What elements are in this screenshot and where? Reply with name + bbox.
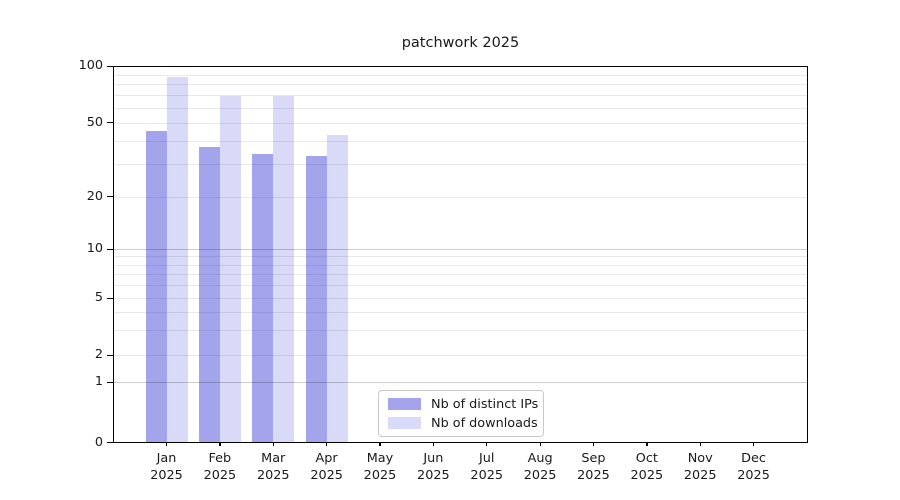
gridline-minor-60	[114, 107, 807, 109]
x-axis-label-aug: Aug 2025	[523, 451, 557, 483]
x-axis-tick-jun	[432, 442, 435, 446]
x-axis-tick-jan	[166, 442, 168, 446]
legend-label-downloads: Nb of downloads	[431, 415, 538, 431]
x-axis-tick-sep	[592, 442, 595, 446]
x-axis-label-mar: Mar 2025	[256, 451, 290, 483]
bar-downloads-feb	[219, 96, 241, 442]
y-axis-tick-1	[107, 381, 113, 383]
y-axis-tick-20	[107, 196, 113, 198]
chart-title: patchwork 2025	[401, 35, 520, 51]
y-axis-label-5: 5	[94, 290, 103, 305]
bar-distinct-ips-jan	[145, 131, 167, 442]
x-axis-tick-mar	[272, 442, 274, 446]
y-axis-label-1: 1	[94, 374, 103, 389]
x-axis-label-nov: Nov 2025	[683, 451, 717, 483]
x-axis-label-jul: Jul 2025	[470, 451, 503, 483]
gridline-minor-90	[114, 74, 807, 76]
y-axis-tick-5	[107, 297, 113, 299]
x-axis-tick-feb	[219, 442, 221, 446]
bar-distinct-ips-mar	[252, 153, 274, 442]
x-axis-label-jan: Jan 2025	[150, 451, 183, 483]
x-axis-label-may: May 2025	[363, 451, 397, 483]
bar-downloads-apr	[326, 134, 348, 442]
x-axis-label-jun: Jun 2025	[417, 451, 450, 483]
bar-downloads-mar	[273, 96, 295, 442]
bar-distinct-ips-apr	[305, 156, 327, 442]
gridline-minor-50	[114, 122, 807, 124]
x-axis-label-oct: Oct 2025	[630, 451, 664, 483]
x-axis-label-dec: Dec 2025	[737, 451, 770, 483]
x-axis-tick-may	[379, 442, 381, 446]
y-axis-label-0: 0	[94, 434, 103, 450]
y-axis-label-10: 10	[86, 241, 103, 256]
x-axis-tick-nov	[699, 442, 701, 446]
legend-item-distinct-ips: Nb of distinct IPs	[388, 397, 543, 412]
legend-item-downloads: Nb of downloads	[388, 416, 543, 431]
y-axis-tick-0	[107, 442, 113, 444]
plot-area: 0 1 2 5 10 20 50 100 Jan 2025 Feb 2025 Mar 2025 Apr…	[79, 58, 808, 483]
x-axis-tick-apr	[326, 442, 328, 446]
gridline-minor-70	[114, 95, 807, 97]
y-axis-tick-10	[107, 248, 113, 250]
y-axis-label-20: 20	[86, 188, 103, 204]
x-axis-tick-dec	[753, 442, 755, 446]
legend-label-distinct-ips: Nb of distinct IPs	[431, 396, 539, 412]
legend: Nb of distinct IPs Nb of downloads	[378, 390, 544, 437]
y-axis-label-100: 100	[78, 58, 103, 73]
gridline-minor-40	[114, 140, 807, 142]
x-axis-tick-aug	[539, 442, 541, 446]
x-axis-label-apr: Apr 2025	[310, 451, 343, 483]
legend-swatch-distinct-ips	[388, 398, 421, 410]
bar-downloads-jan	[166, 77, 188, 442]
y-axis-label-50: 50	[86, 114, 103, 130]
legend-swatch-downloads	[388, 417, 421, 429]
y-axis-tick-100	[107, 65, 113, 67]
gridline-minor-80	[114, 84, 807, 86]
x-axis-label-feb: Feb 2025	[203, 451, 237, 483]
y-axis-label-2: 2	[94, 347, 103, 362]
x-axis-tick-jul	[486, 442, 488, 446]
bar-distinct-ips-feb	[198, 147, 220, 442]
y-axis-tick-2	[107, 354, 113, 356]
x-axis-label-sep: Sep 2025	[577, 451, 610, 483]
x-axis-tick-oct	[646, 442, 648, 446]
y-axis-tick-50	[107, 122, 113, 124]
